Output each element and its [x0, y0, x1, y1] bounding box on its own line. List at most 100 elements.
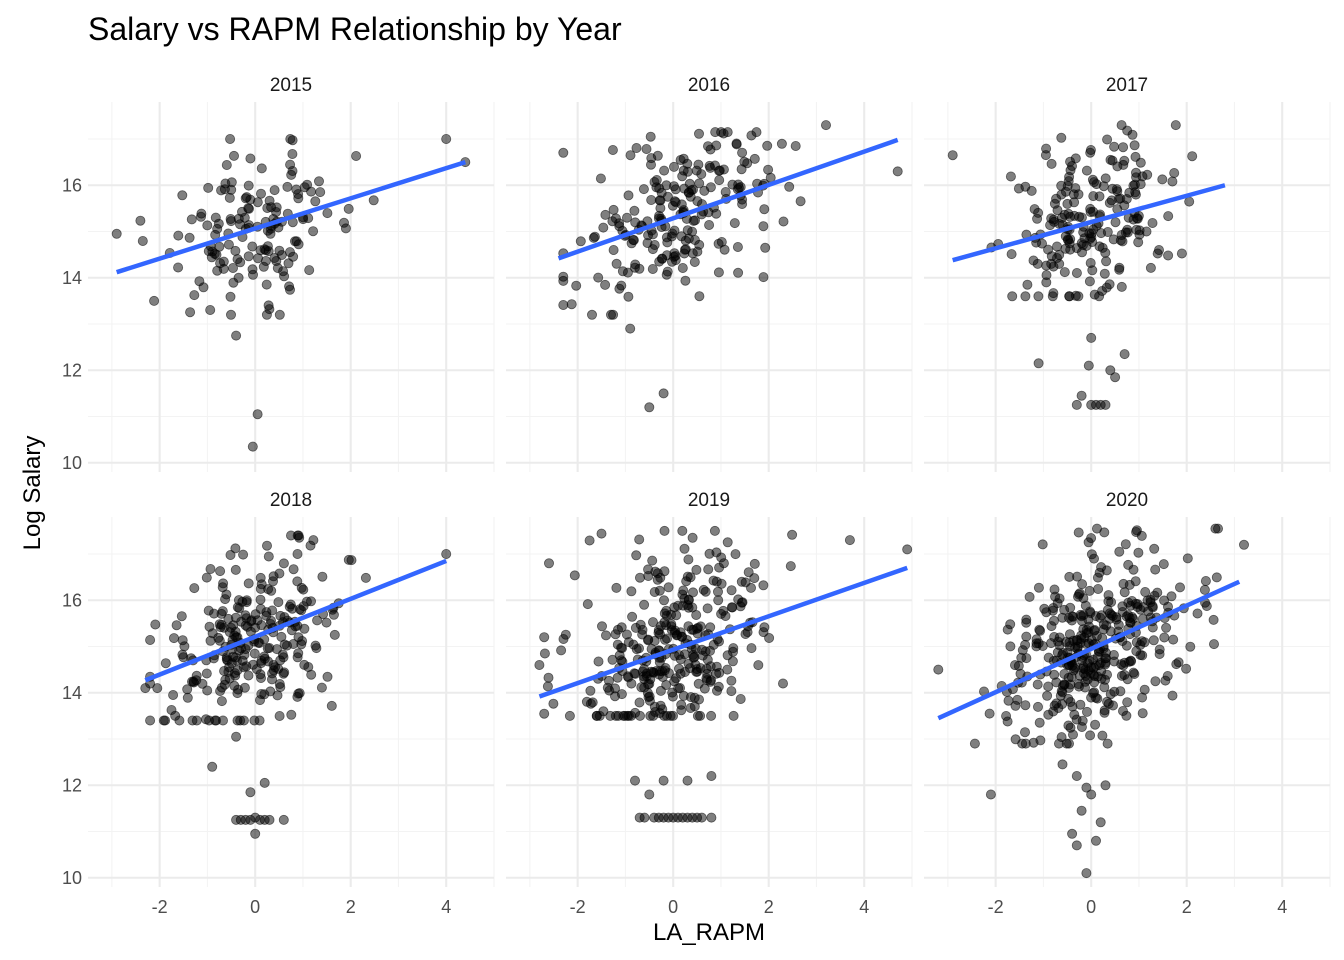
data-point [1211, 572, 1222, 583]
data-point [679, 543, 690, 554]
data-point [1162, 671, 1173, 682]
data-point [644, 402, 655, 413]
data-point [726, 585, 737, 596]
data-point [1102, 605, 1113, 616]
x-tick-label: 0 [250, 897, 260, 917]
major-grid [506, 517, 912, 887]
facet-label: 2019 [688, 490, 730, 511]
data-point [1048, 706, 1059, 717]
y-tick-label: 16 [62, 590, 82, 610]
data-point [1005, 171, 1016, 182]
data-point [705, 182, 716, 193]
data-point [288, 564, 299, 575]
data-point [611, 258, 622, 269]
data-point [1123, 559, 1134, 570]
data-point [1001, 711, 1012, 722]
data-point [628, 234, 639, 245]
data-point [758, 221, 769, 232]
panel-2019: 2019 -2 0 2 4 [506, 490, 913, 917]
data-point [1021, 617, 1032, 628]
data-point [1052, 598, 1063, 609]
data-point [1140, 587, 1151, 598]
data-point [247, 264, 258, 275]
data-point [639, 599, 650, 610]
data-point [1064, 571, 1075, 582]
data-point [682, 166, 693, 177]
data-point [229, 668, 240, 679]
data-point [778, 678, 789, 689]
data-point [255, 572, 266, 583]
data-point [212, 223, 223, 234]
data-point [1145, 262, 1156, 273]
data-point [1100, 247, 1111, 258]
data-point [733, 267, 744, 278]
data-point [634, 643, 645, 654]
points [534, 525, 913, 823]
data-point [1120, 539, 1131, 550]
data-point [688, 587, 699, 598]
data-point [611, 582, 622, 593]
data-point [697, 644, 708, 655]
data-point [687, 532, 698, 543]
data-point [1199, 584, 1210, 595]
minor-grid [506, 102, 913, 472]
data-point [287, 148, 298, 159]
data-point [158, 715, 169, 726]
data-point [1127, 129, 1138, 140]
data-point [1170, 120, 1181, 131]
data-point [947, 150, 958, 161]
data-point [232, 688, 243, 699]
data-point [631, 550, 642, 561]
data-point [735, 694, 746, 705]
data-point [607, 654, 618, 665]
x-tick-label: 2 [346, 897, 356, 917]
data-point [293, 632, 304, 643]
data-point [1163, 211, 1174, 222]
y-tick-label: 10 [62, 868, 82, 888]
data-point [749, 558, 760, 569]
data-point [658, 388, 669, 399]
data-point [614, 221, 625, 232]
data-point [1056, 189, 1067, 200]
data-point [1209, 639, 1220, 650]
data-point [629, 262, 640, 273]
data-point [710, 160, 721, 171]
data-point [216, 696, 227, 707]
data-point [284, 247, 295, 258]
data-point [710, 127, 721, 138]
data-point [1097, 730, 1108, 741]
data-point [217, 582, 228, 593]
data-point [263, 551, 274, 562]
data-point [623, 291, 634, 302]
data-point [677, 262, 688, 273]
data-point [746, 582, 757, 593]
data-point [1006, 249, 1017, 260]
data-point [238, 715, 249, 726]
data-point [240, 620, 251, 631]
data-point [778, 216, 789, 227]
data-point [1100, 780, 1111, 791]
data-point [643, 571, 654, 582]
data-point [969, 738, 980, 749]
data-point [1161, 622, 1172, 633]
data-point [703, 564, 714, 575]
data-point [285, 159, 296, 170]
data-point [1152, 248, 1163, 259]
data-point [221, 159, 232, 170]
data-point [326, 700, 337, 711]
data-point [207, 761, 218, 772]
data-point [732, 241, 743, 252]
data-point [1134, 229, 1145, 240]
data-point [564, 710, 575, 721]
major-grid [88, 517, 494, 887]
data-point [1096, 228, 1107, 239]
data-point [600, 209, 611, 220]
data-point [706, 675, 717, 686]
data-point [1022, 279, 1033, 290]
data-point [218, 263, 229, 274]
facet-label: 2016 [688, 75, 730, 96]
data-point [1208, 614, 1219, 625]
data-point [1070, 183, 1081, 194]
data-point [652, 574, 663, 585]
data-point [1091, 835, 1102, 846]
